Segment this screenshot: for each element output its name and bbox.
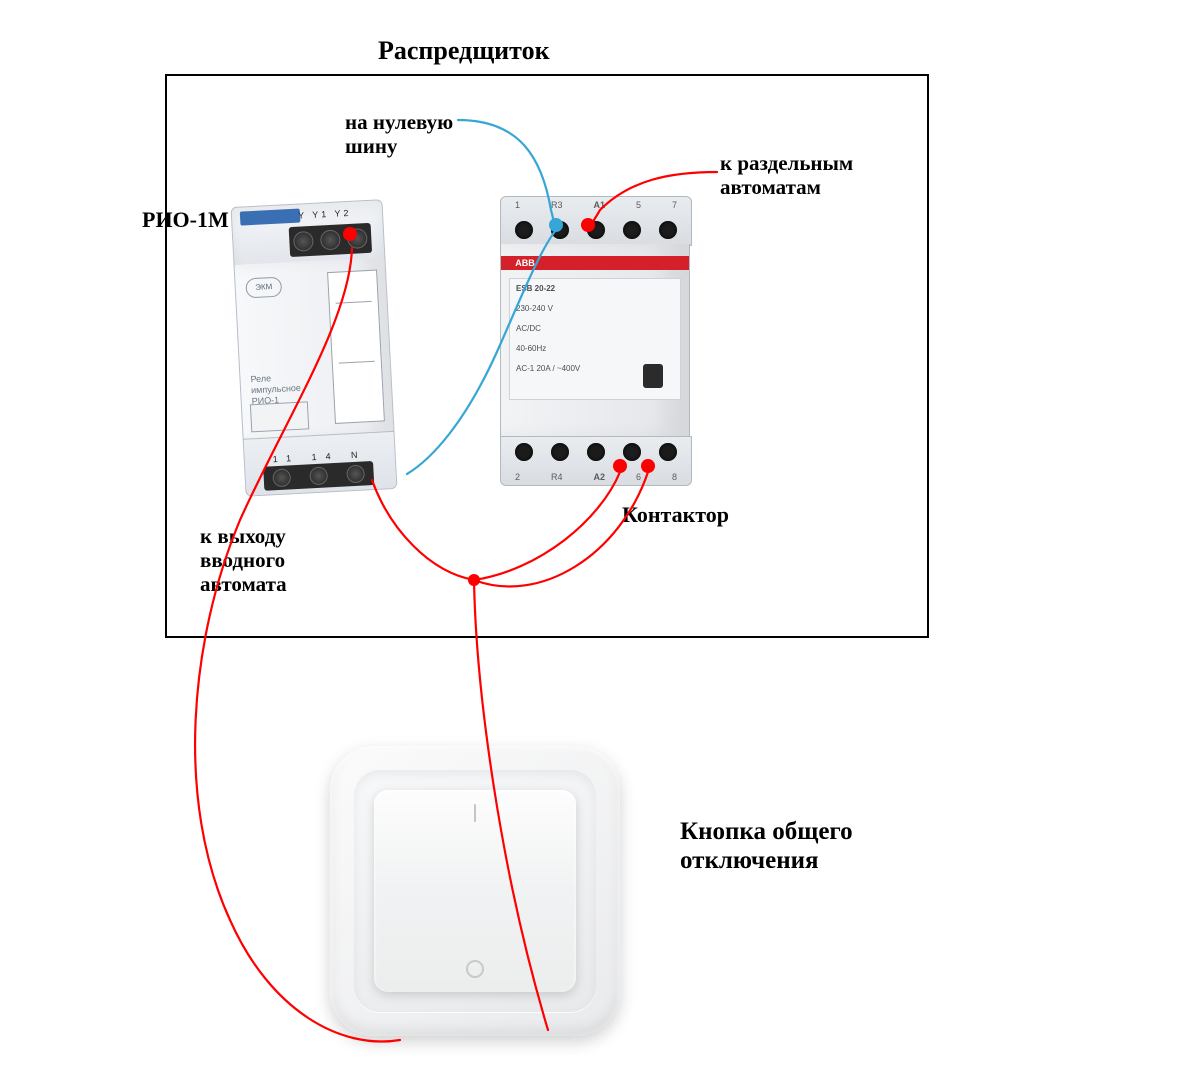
phase-dot-icon [641,459,655,473]
diagram-canvas: Распредщиток РИО-1М на нулевую шину к ра… [0,0,1200,1082]
switch-rocker[interactable] [374,790,576,992]
to-breakers-label: к раздельным автоматам [720,151,853,199]
rio-label: РИО-1М [142,207,229,232]
phase-dot-icon [613,459,627,473]
master-off-switch [330,746,620,1036]
contactor-brand: ABB [509,256,541,270]
rio-relay-device: Y Y1 Y2 ЭКМ Реле импульсное РИО-1 11 14 … [231,199,396,496]
neutral-dot-icon [549,218,563,232]
rio-logo: ЭКМ [245,277,282,299]
phase-dot-icon [581,218,595,232]
contactor-device: 1 R3 A1 5 7 ABB ESB 20-22 230-240 V AC/D… [500,196,690,486]
contactor-top-terminal-numbers: 1 R3 A1 5 7 [515,200,677,210]
panel-title: Распредщиток [378,36,550,66]
phase-dot-icon [343,227,357,241]
rio-top-terminal-labels: Y Y1 Y2 [298,208,352,221]
neutral-bus-label: на нулевую шину [345,110,453,158]
to-main-breaker-label: к выходу вводного автомата [200,524,287,596]
master-off-button-label: Кнопка общего отключения [680,818,853,876]
contactor-label: Контактор [622,502,729,527]
contactor-bottom-terminal-numbers: 2 R4 A2 6 8 [515,472,677,482]
